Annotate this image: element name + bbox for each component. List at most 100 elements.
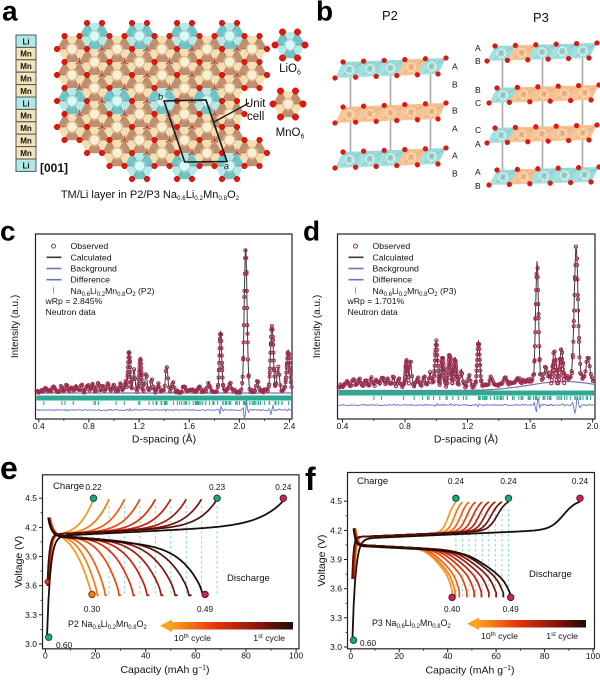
svg-text:Discharge: Discharge: [227, 573, 270, 584]
svg-text:wRp = 1.701%: wRp = 1.701%: [347, 296, 405, 306]
svg-text:0.24: 0.24: [448, 476, 465, 486]
svg-text:Li: Li: [22, 99, 29, 108]
svg-text:3.6: 3.6: [330, 584, 342, 594]
svg-text:Mn: Mn: [20, 50, 32, 59]
svg-text:4.5: 4.5: [25, 493, 37, 503]
svg-text:20: 20: [91, 651, 101, 661]
svg-text:0.40: 0.40: [444, 604, 461, 614]
svg-text:Discharge: Discharge: [529, 569, 572, 580]
svg-text:B: B: [475, 85, 481, 95]
svg-text:0.8: 0.8: [83, 421, 95, 431]
svg-text:Mn: Mn: [20, 137, 32, 146]
svg-text:4.5: 4.5: [330, 496, 342, 506]
svg-text:B: B: [475, 56, 481, 66]
svg-text:Capacity (mAh g−1​): Capacity (mAh g−1​): [120, 664, 209, 676]
svg-text:40: 40: [443, 651, 453, 661]
svg-text:Mn: Mn: [20, 75, 32, 84]
svg-text:f: f: [305, 461, 316, 497]
svg-text:1.6: 1.6: [183, 421, 195, 431]
svg-text:Calculated: Calculated: [373, 252, 414, 262]
svg-text:Background: Background: [373, 264, 420, 274]
svg-text:Difference: Difference: [373, 275, 413, 285]
svg-text:0.24: 0.24: [500, 476, 517, 486]
svg-text:0: 0: [43, 651, 48, 661]
svg-text:Voltage (V): Voltage (V): [316, 535, 328, 587]
svg-text:2.4: 2.4: [284, 421, 296, 431]
svg-text:[001]: [001]: [40, 161, 68, 175]
svg-text:0.49: 0.49: [503, 604, 520, 614]
svg-text:10th cycle: 10th cycle: [174, 633, 211, 643]
svg-text:A: A: [475, 43, 481, 53]
svg-text:10th cycle: 10th cycle: [481, 631, 518, 641]
svg-text:A: A: [452, 124, 458, 134]
svg-text:Mn: Mn: [20, 124, 32, 133]
svg-text:d: d: [303, 216, 320, 247]
svg-text:MnO6​: MnO6​: [276, 127, 305, 141]
svg-text:Intensity (a.u.): Intensity (a.u.): [312, 295, 323, 358]
svg-text:a: a: [2, 0, 18, 27]
svg-text:0.24: 0.24: [275, 482, 292, 492]
svg-text:b: b: [316, 0, 333, 27]
svg-text:B: B: [475, 181, 481, 191]
svg-text:Capacity (mAh g−1​): Capacity (mAh g−1​): [425, 664, 514, 676]
svg-text:Background: Background: [71, 264, 118, 274]
svg-text:cell: cell: [247, 111, 264, 123]
svg-text:C: C: [475, 98, 481, 108]
svg-text:Neutron data: Neutron data: [348, 307, 398, 317]
svg-text:TM/Li layer in P2/P3 Na0.6​Li0: TM/Li layer in P2/P3 Na0.6​Li0.2​Mn0.8​O…: [61, 189, 240, 202]
svg-text:Mn: Mn: [20, 62, 32, 71]
svg-text:0.4: 0.4: [33, 421, 45, 431]
svg-text:0.49: 0.49: [197, 604, 214, 614]
svg-text:80: 80: [241, 651, 251, 661]
svg-text:4.2: 4.2: [25, 522, 37, 532]
svg-text:0.22: 0.22: [85, 482, 102, 492]
svg-text:A: A: [452, 62, 458, 72]
svg-text:Mn: Mn: [20, 87, 32, 96]
svg-text:Charge: Charge: [53, 481, 84, 492]
svg-text:P2: P2: [382, 8, 398, 23]
svg-text:Difference: Difference: [71, 275, 111, 285]
svg-text:60: 60: [491, 651, 501, 661]
svg-text:a: a: [224, 161, 229, 171]
svg-text:A: A: [475, 167, 481, 177]
svg-text:0.24: 0.24: [572, 476, 589, 486]
svg-text:1st cycle: 1st cycle: [253, 633, 285, 643]
svg-text:Unit: Unit: [245, 98, 266, 110]
svg-text:3.9: 3.9: [330, 555, 342, 565]
svg-text:b: b: [158, 92, 163, 102]
svg-text:1.6: 1.6: [524, 421, 536, 431]
svg-text:80: 80: [540, 651, 550, 661]
svg-text:P3: P3: [533, 10, 549, 25]
svg-text:1st cycle: 1st cycle: [546, 631, 578, 641]
svg-text:0.23: 0.23: [209, 482, 226, 492]
svg-text:2.0: 2.0: [233, 421, 245, 431]
svg-text:20: 20: [394, 651, 404, 661]
svg-text:0: 0: [348, 651, 353, 661]
svg-text:e: e: [0, 450, 18, 486]
svg-text:B: B: [452, 169, 458, 179]
svg-text:1.2: 1.2: [133, 421, 145, 431]
svg-text:4.2: 4.2: [330, 525, 342, 535]
svg-text:D-spacing (Å): D-spacing (Å): [132, 433, 196, 446]
svg-text:0.30: 0.30: [84, 604, 101, 614]
svg-text:Intensity (a.u.): Intensity (a.u.): [10, 295, 21, 358]
svg-text:Li: Li: [22, 161, 29, 170]
svg-text:0.8: 0.8: [399, 421, 411, 431]
svg-text:3.0: 3.0: [330, 642, 342, 652]
svg-text:Neutron data: Neutron data: [46, 307, 96, 317]
svg-text:0.60: 0.60: [360, 638, 377, 648]
svg-text:Voltage (V): Voltage (V): [13, 536, 25, 588]
svg-text:3.9: 3.9: [25, 552, 37, 562]
svg-text:Li: Li: [22, 37, 29, 46]
svg-text:3.3: 3.3: [330, 613, 342, 623]
svg-text:Mn: Mn: [20, 149, 32, 158]
svg-text:Calculated: Calculated: [71, 252, 112, 262]
svg-text:LiO6​: LiO6​: [279, 63, 301, 77]
svg-text:40: 40: [141, 651, 151, 661]
svg-text:D-spacing (Å): D-spacing (Å): [434, 433, 498, 446]
svg-text:A: A: [452, 151, 458, 161]
svg-text:3.6: 3.6: [25, 581, 37, 591]
svg-text:Observed: Observed: [71, 241, 109, 251]
svg-text:C: C: [475, 125, 481, 135]
svg-text:P2 Na0.6​Li0.2​Mn0.8​O2​: P2 Na0.6​Li0.2​Mn0.8​O2​: [68, 619, 147, 631]
